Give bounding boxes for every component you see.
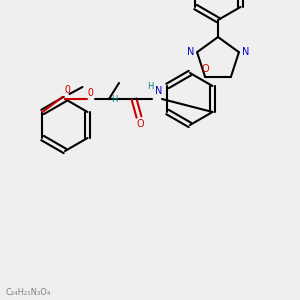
Text: N: N: [155, 86, 162, 96]
Text: H: H: [111, 95, 117, 104]
Text: O: O: [136, 119, 144, 129]
Text: N: N: [187, 47, 194, 57]
Text: O: O: [64, 85, 70, 95]
Text: O: O: [201, 64, 209, 74]
Text: O: O: [88, 88, 94, 98]
Text: C₂₄H₂₁N₃O₄: C₂₄H₂₁N₃O₄: [5, 288, 50, 297]
Text: N: N: [242, 47, 249, 57]
Text: H: H: [147, 82, 153, 91]
